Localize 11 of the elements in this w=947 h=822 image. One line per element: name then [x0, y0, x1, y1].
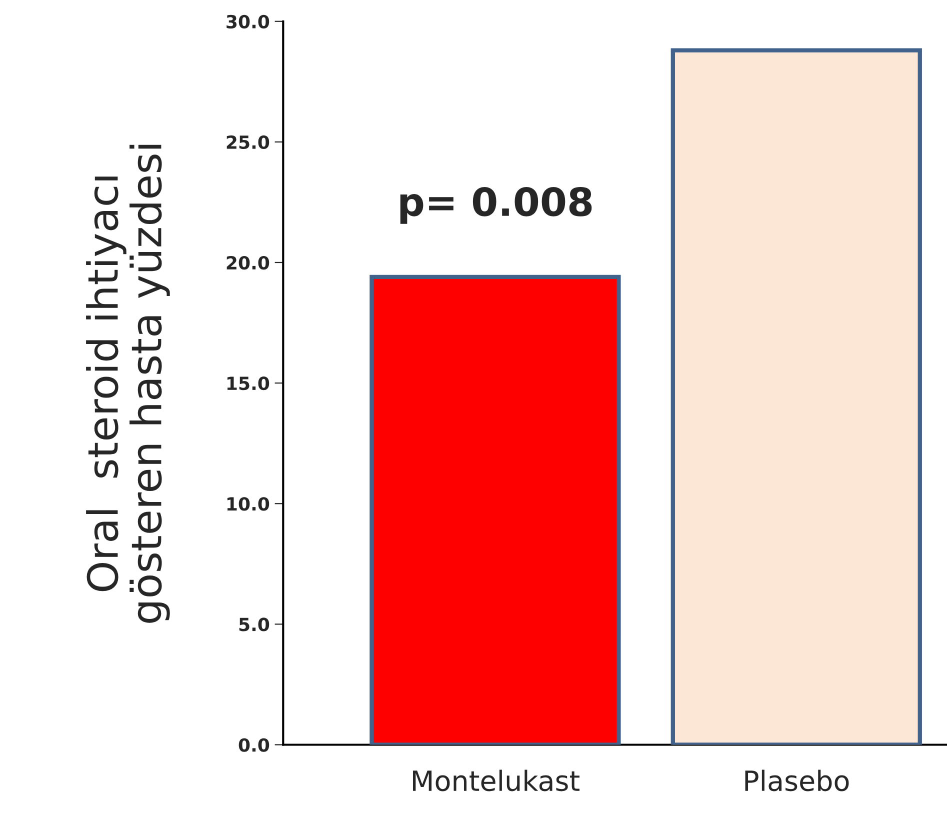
y-tick-label: 0.0 — [238, 738, 270, 752]
y-axis-title: Oral steroid ihtiyacı gösteren hasta yüzdesi — [86, 144, 170, 623]
y-tick-label: 20.0 — [226, 256, 270, 270]
y-tick-label: 10.0 — [227, 497, 270, 511]
x-tick-label: Plasebo — [745, 770, 849, 792]
annotation: p= 0.008 — [400, 186, 592, 224]
y-tick-label: 25.0 — [226, 135, 270, 150]
x-tick-label: Montelukast — [413, 770, 580, 792]
y-tick-label: 15.0 — [227, 376, 270, 390]
y-tick-label: 5.0 — [239, 618, 270, 632]
y-tick-label: 30.0 — [226, 14, 270, 28]
